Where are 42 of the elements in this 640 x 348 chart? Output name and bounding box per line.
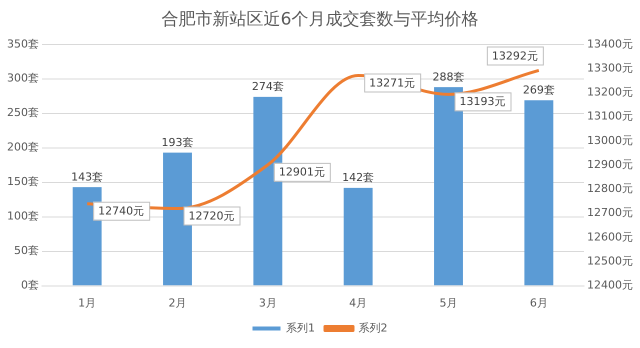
y2-tick-label: 12600元 — [587, 230, 634, 244]
bar — [524, 100, 554, 286]
y-tick-label: 200套 — [6, 140, 39, 154]
x-tick-label: 4月 — [349, 296, 368, 310]
y-tick-label: 350套 — [6, 37, 39, 50]
y-tick-label: 100套 — [6, 210, 39, 223]
y2-tick-label: 13200元 — [587, 86, 634, 99]
y-tick-label: 50套 — [14, 244, 39, 258]
y2-tick-label: 12900元 — [587, 158, 634, 171]
data-label: 269套 — [522, 84, 555, 97]
y2-tick-label: 13400元 — [587, 37, 634, 50]
data-label: 274套 — [252, 80, 284, 94]
data-label: 13292元 — [492, 49, 538, 62]
y-tick-label: 150套 — [6, 175, 39, 188]
chart-title: 合肥市新站区近6个月成交套数与平均价格 — [162, 10, 478, 30]
legend-label: 系列1 — [286, 321, 315, 334]
data-label: 13271元 — [369, 76, 416, 90]
y-tick-label: 250套 — [6, 106, 39, 120]
x-tick-label: 6月 — [530, 296, 548, 310]
data-label: 12901元 — [278, 166, 325, 179]
y2-tick-label: 12700元 — [587, 206, 634, 220]
bar — [344, 188, 373, 286]
data-label: 143套 — [71, 170, 104, 184]
x-tick-label: 5月 — [440, 296, 458, 310]
y2-tick-label: 12800元 — [587, 182, 634, 196]
data-label: 288套 — [432, 70, 465, 84]
y2-tick-label: 12500元 — [587, 254, 634, 268]
legend-label: 系列2 — [358, 321, 388, 334]
y-tick-label: 0套 — [20, 278, 39, 292]
y2-tick-label: 12400元 — [587, 278, 634, 292]
x-tick-label: 2月 — [168, 296, 186, 310]
x-tick-label: 1月 — [78, 296, 96, 310]
y2-tick-label: 13300元 — [587, 61, 634, 74]
y2-tick-label: 13100元 — [587, 110, 634, 123]
data-label: 12720元 — [188, 209, 234, 222]
y-tick-label: 300套 — [6, 72, 39, 85]
data-label: 13193元 — [460, 95, 506, 108]
data-label: 12740元 — [98, 204, 144, 218]
data-label: 142套 — [342, 171, 374, 184]
x-tick-label: 3月 — [258, 296, 277, 310]
data-label: 193套 — [162, 136, 194, 150]
y2-tick-label: 13000元 — [587, 134, 634, 147]
